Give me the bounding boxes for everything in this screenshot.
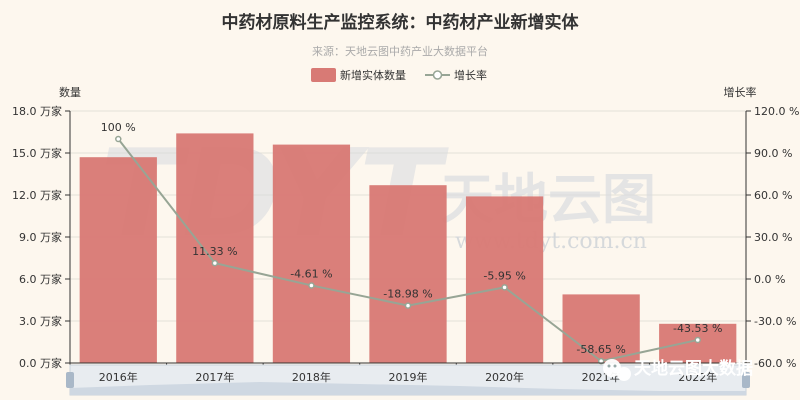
growth-label-5: -5.95 % <box>483 269 525 282</box>
x-tick-label: 2019年 <box>389 370 428 384</box>
growth-point-3[interactable] <box>308 282 315 289</box>
y-left-tick-label: 15.0 万家 <box>12 146 62 160</box>
legend-line-marker <box>432 70 443 80</box>
y-right-tick-label: 120.0 % <box>754 105 799 118</box>
axes: 0.0 万家 -60.0 % 3.0 万家 -30.0 % 6.0 万家 0.0 % 9.0… <box>12 104 799 370</box>
wechat-icon <box>603 359 631 381</box>
y-right-tick-label: 30.0 % <box>754 231 792 244</box>
growth-line: 100 % 11.33 % -4.61 % -18.98 % -5.95 % -58.65… <box>101 121 722 365</box>
growth-label-4: -18.98 % <box>383 288 432 301</box>
bar-4[interactable] <box>369 185 447 363</box>
bar-2[interactable] <box>176 133 254 363</box>
growth-point-7[interactable] <box>694 336 701 344</box>
bar-5[interactable] <box>465 196 544 363</box>
x-axis-ticks: 2016年 2017年 2018年 2019年 2020年 2021年 2022年 <box>99 370 717 384</box>
y-right-tick-label: -60.0 % <box>754 357 796 370</box>
y-right-tick-label: 90.0 % <box>754 147 792 160</box>
x-tick-label: 2017年 <box>195 370 234 384</box>
y-left-tick-label: 3.0 万家 <box>19 314 62 328</box>
x-tick-label: 2022年 <box>678 370 717 384</box>
legend-bar-swatch <box>311 68 336 82</box>
growth-label-1: 100 % <box>101 121 136 134</box>
bar-7[interactable] <box>659 323 737 363</box>
brand-text: 天地云图大数据 <box>634 358 753 379</box>
growth-label-2: 11.33 % <box>192 245 237 258</box>
slider-preview <box>70 382 746 395</box>
growth-point-2[interactable] <box>211 259 219 267</box>
x-tick-label: 2018年 <box>292 370 331 384</box>
growth-label-3: -4.61 % <box>290 267 332 280</box>
y-left-tick-label: 0.0 万家 <box>19 356 62 370</box>
slider-handle-right[interactable] <box>742 372 750 388</box>
legend-line-label[interactable]: 增长率 <box>454 68 487 82</box>
y-right-tick-label: 60.0 % <box>754 189 792 202</box>
x-tick-label: 2020年 <box>485 370 524 384</box>
data-zoom-slider[interactable] <box>66 364 750 396</box>
bars <box>79 133 737 363</box>
legend-bar-label[interactable]: 新增实体数量 <box>340 68 406 82</box>
y-right-tick-label: -30.0 % <box>754 315 796 328</box>
y-left-tick-label: 18.0 万家 <box>12 104 62 118</box>
chart-subtitle: 来源：天地云图中药产业大数据平台 <box>312 44 488 58</box>
bar-3[interactable] <box>272 144 351 363</box>
growth-label-7: -43.53 % <box>673 322 722 335</box>
y-left-tick-label: 6.0 万家 <box>19 272 62 286</box>
growth-point-4[interactable] <box>404 302 412 309</box>
y-left-tick-label: 9.0 万家 <box>19 230 62 244</box>
y-right-tick-label: 0.0 % <box>754 273 785 286</box>
growth-point-5[interactable] <box>501 284 508 291</box>
bar-1[interactable] <box>79 157 157 363</box>
bar-6[interactable] <box>562 294 640 363</box>
chart-title: 中药材原料生产监控系统：中药材产业新增实体 <box>222 12 580 33</box>
y-right-axis-name: 增长率 <box>724 85 757 99</box>
slider-handle-left[interactable] <box>66 372 74 388</box>
growth-point-1[interactable] <box>115 135 122 143</box>
growth-point-6[interactable] <box>597 357 605 365</box>
y-left-tick-label: 12.0 万家 <box>12 188 62 202</box>
y-left-axis-name: 数量 <box>59 86 81 99</box>
x-tick-label: 2016年 <box>99 370 138 384</box>
legend[interactable]: 新增实体数量 增长率 <box>311 68 487 82</box>
brand-overlay: 天地云图大数据 <box>603 358 753 381</box>
growth-label-6: -58.65 % <box>576 343 625 356</box>
